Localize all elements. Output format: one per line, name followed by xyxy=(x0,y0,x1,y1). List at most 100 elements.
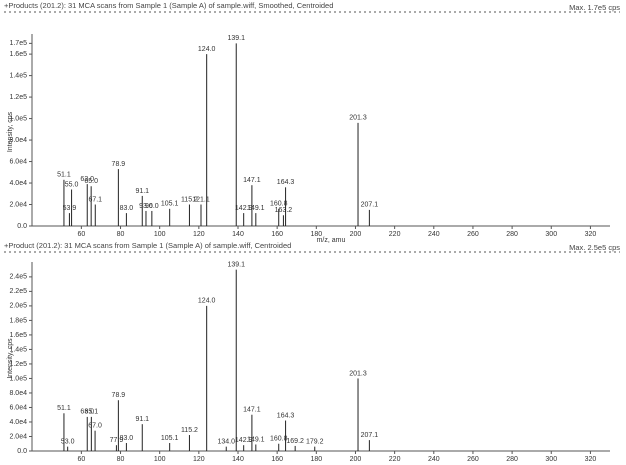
y-tick-label: 1.4e5 xyxy=(9,72,27,79)
peak-label: 51.1 xyxy=(57,405,71,412)
peak-label: 207.1 xyxy=(361,202,379,209)
x-tick-label: 280 xyxy=(506,231,518,238)
peak-label: 207.1 xyxy=(361,432,379,439)
peak-label: 83.0 xyxy=(120,205,134,212)
y-tick-label: 1.2e5 xyxy=(9,361,27,368)
peak-label: 55.0 xyxy=(65,181,79,188)
x-tick-label: 300 xyxy=(545,231,557,238)
y-tick-label: 2.4e5 xyxy=(9,274,27,281)
x-tick-label: 240 xyxy=(428,231,440,238)
x-tick-label: 320 xyxy=(585,456,597,463)
peak-label: 149.1 xyxy=(247,205,265,212)
y-tick-label: 2.2e5 xyxy=(9,288,27,295)
peak-label: 201.3 xyxy=(349,370,367,377)
max-label: Max. 1.7e5 cps xyxy=(569,3,620,12)
panel-title: +Product (201.2): 31 MCA scans from Samp… xyxy=(4,241,291,250)
peak-label: 91.1 xyxy=(135,188,149,195)
x-tick-label: 200 xyxy=(350,231,362,238)
y-tick-label: 1.4e5 xyxy=(9,346,27,353)
x-tick-label: 100 xyxy=(154,456,166,463)
x-tick-label: 60 xyxy=(77,231,85,238)
x-tick-label: 160 xyxy=(271,456,283,463)
peak-label: 78.9 xyxy=(112,392,126,399)
y-tick-label: 1.0e5 xyxy=(9,375,27,382)
x-tick-label: 60 xyxy=(77,456,85,463)
peak-label: 65.0 xyxy=(84,178,98,185)
peak-label: 142.9 xyxy=(235,437,253,444)
y-axis-label: Intensity, cps xyxy=(7,338,14,379)
y-tick-label: 1.0e5 xyxy=(9,115,27,122)
peak-label: 78.9 xyxy=(112,161,126,168)
peak-label: 91.1 xyxy=(135,416,149,423)
x-tick-label: 300 xyxy=(545,456,557,463)
y-tick-label: 2.0e5 xyxy=(9,303,27,310)
peak-label: 63.0 xyxy=(80,409,94,416)
y-tick-label: 6.0e4 xyxy=(9,404,27,411)
peak-label: 139.1 xyxy=(227,35,245,42)
peak-label: 115.2 xyxy=(181,427,198,434)
y-tick-label: 6.0e4 xyxy=(9,158,27,165)
max-label: Max. 2.5e5 cps xyxy=(569,243,620,252)
peak-label: 121.1 xyxy=(192,196,210,203)
peak-label: 142.9 xyxy=(235,205,253,212)
peak-label: 67.1 xyxy=(88,196,102,203)
x-tick-label: 120 xyxy=(193,231,205,238)
peak-label: 96.0 xyxy=(145,203,159,210)
peak-label: 149.1 xyxy=(247,436,265,443)
y-tick-label: 1.6e5 xyxy=(9,332,27,339)
peak-label: 160.8 xyxy=(270,436,288,443)
x-tick-label: 160 xyxy=(271,231,283,238)
y-tick-label: 1.8e5 xyxy=(9,317,27,324)
x-tick-label: 220 xyxy=(389,231,401,238)
x-tick-label: 180 xyxy=(310,231,322,238)
peak-label: 115.2 xyxy=(181,196,198,203)
x-tick-label: 280 xyxy=(506,456,518,463)
y-tick-label: 4.0e4 xyxy=(9,180,27,187)
x-tick-label: 80 xyxy=(117,456,125,463)
peak-label: 105.1 xyxy=(161,201,179,208)
peak-label: 160.8 xyxy=(270,201,288,208)
peak-label: 63.0 xyxy=(80,176,94,183)
peak-label: 105.1 xyxy=(161,435,179,442)
peak-label: 201.3 xyxy=(349,115,367,122)
y-tick-label: 1.6e5 xyxy=(9,51,27,58)
x-tick-label: 200 xyxy=(350,456,362,463)
x-tick-label: 80 xyxy=(117,231,125,238)
peak-label: 51.1 xyxy=(57,172,71,179)
peak-label: 164.3 xyxy=(277,179,295,186)
peak-label: 147.1 xyxy=(243,407,261,414)
x-tick-label: 220 xyxy=(389,456,401,463)
peak-label: 139.1 xyxy=(227,261,245,268)
y-tick-label: 4.0e4 xyxy=(9,419,27,426)
peak-label: 93.0 xyxy=(139,203,153,210)
peak-label: 53.9 xyxy=(63,205,77,212)
y-tick-label: 0.0 xyxy=(17,448,27,455)
peak-label: 124.0 xyxy=(198,46,216,53)
panel-title: +Products (201.2): 31 MCA scans from Sam… xyxy=(4,1,333,10)
x-axis-label: m/z, amu xyxy=(317,237,346,244)
peak-label: 163.2 xyxy=(275,207,293,214)
peak-label: 169.2 xyxy=(286,438,304,445)
x-tick-label: 320 xyxy=(585,231,597,238)
peak-label: 83.0 xyxy=(120,435,134,442)
peak-label: 179.2 xyxy=(306,438,324,445)
peak-label: 147.1 xyxy=(243,177,261,184)
peak-label: 77.9 xyxy=(110,437,124,444)
y-tick-label: 2.0e4 xyxy=(9,201,27,208)
x-tick-label: 260 xyxy=(467,456,479,463)
y-tick-label: 2.0e4 xyxy=(9,433,27,440)
x-tick-label: 100 xyxy=(154,231,166,238)
peak-label: 124.0 xyxy=(198,298,216,305)
x-tick-label: 120 xyxy=(193,456,205,463)
x-tick-label: 240 xyxy=(428,456,440,463)
x-tick-label: 140 xyxy=(232,231,244,238)
peak-label: 67.0 xyxy=(88,423,102,430)
y-axis-label: Intensity, cps xyxy=(7,111,14,152)
peak-label: 53.0 xyxy=(61,438,75,445)
peak-label: 65.1 xyxy=(85,409,99,416)
x-tick-label: 260 xyxy=(467,231,479,238)
peak-label: 164.3 xyxy=(277,412,295,419)
y-tick-label: 0.0 xyxy=(17,223,27,230)
peak-label: 134.0 xyxy=(217,438,235,445)
